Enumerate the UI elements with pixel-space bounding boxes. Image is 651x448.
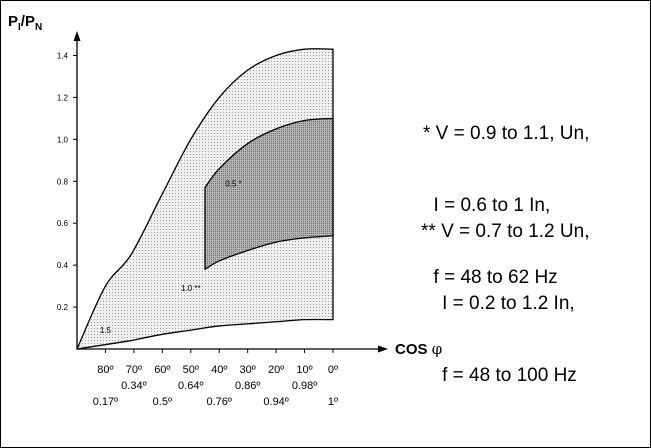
y-tick-label: 0.2 <box>57 303 69 312</box>
x-tick-label-row3: 0.94º <box>263 396 288 408</box>
note-line: ** V = 0.7 to 1.2 Un, <box>421 221 590 242</box>
y-ticks: 0.2 0.4 0.6 0.8 1.0 1.2 1.4 <box>57 51 77 312</box>
x-tick-label-row1: 60º <box>154 364 170 376</box>
y-tick-label: 1.2 <box>57 93 69 102</box>
region-label: 1.0 ** <box>181 284 201 293</box>
note-line: I = 0.2 to 1.2 In, <box>421 293 575 314</box>
x-axis-arrow <box>378 345 388 353</box>
x-tick-label-row1: 10º <box>296 364 312 376</box>
x-tick-label-row1: 80º <box>97 364 113 376</box>
axes-layer <box>73 31 388 353</box>
note-line: f = 48 to 100 Hz <box>421 365 577 386</box>
region-label: 1.5 <box>100 326 112 335</box>
x-tick-label-row3: 1º <box>328 396 338 408</box>
x-tick-label-row3: 0.76º <box>207 396 232 408</box>
x-tick-label-row1: 40º <box>211 364 227 376</box>
note-line: f = 48 to 62 Hz <box>423 267 558 288</box>
y-tick-label: 0.8 <box>57 177 69 186</box>
region-3 <box>204 117 334 270</box>
y-tick-label: 0.4 <box>57 261 69 270</box>
x-tick-label-row3: 0.17º <box>93 396 118 408</box>
y-tick-label: 1.0 <box>57 135 69 144</box>
x-tick-label-row2: 0.34º <box>121 380 146 392</box>
x-tick-label-row2: 0.64º <box>178 380 203 392</box>
note-single-star: * V = 0.9 to 1.1, Un, I = 0.6 to 1 In, f… <box>423 74 589 338</box>
x-axis-title: COS φ <box>395 340 442 358</box>
y-tick-label: 1.4 <box>57 51 69 60</box>
note-double-star: ** V = 0.7 to 1.2 Un, I = 0.2 to 1.2 In,… <box>421 172 589 436</box>
x-tick-label-row1: 0º <box>328 364 338 376</box>
x-tick-label-row1: 20º <box>268 364 284 376</box>
x-tick-label-row1: 50º <box>183 364 199 376</box>
region-labels: 1.5 1.0 ** 0.5 * <box>100 179 242 335</box>
region-label: 0.5 * <box>225 179 241 188</box>
x-tick-label-row1: 30º <box>240 364 256 376</box>
x-ticks: 80º 70º 60º 50º 40º 30º 20º 10º 0º 0.34º 0.64º 0.86… <box>93 349 338 408</box>
x-tick-label-row3: 0.5º <box>153 396 172 408</box>
x-tick-label-row2: 0.86º <box>235 380 260 392</box>
note-line: I = 0.6 to 1 In, <box>423 195 551 216</box>
y-axis-arrow <box>73 31 81 41</box>
regions-layer <box>76 48 334 350</box>
x-tick-label-row1: 70º <box>126 364 142 376</box>
y-axis-title: PI/PN <box>8 13 42 33</box>
note-line: * V = 0.9 to 1.1, Un, <box>423 123 590 144</box>
y-tick-label: 0.6 <box>57 219 69 228</box>
x-tick-label-row2: 0.98º <box>292 380 317 392</box>
